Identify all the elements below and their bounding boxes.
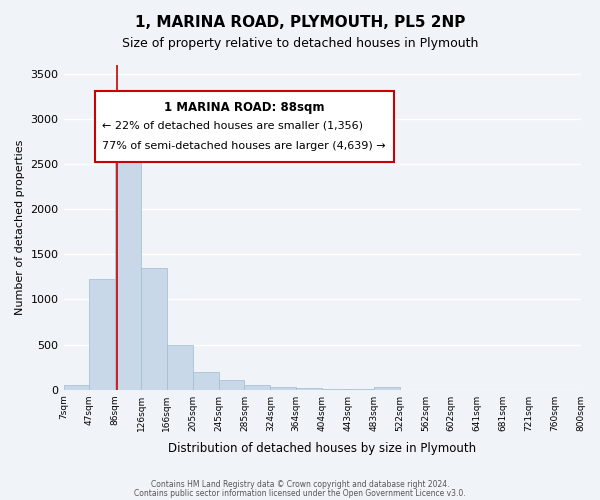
Text: 1, MARINA ROAD, PLYMOUTH, PL5 2NP: 1, MARINA ROAD, PLYMOUTH, PL5 2NP	[135, 15, 465, 30]
Bar	[374, 387, 400, 390]
Bar	[322, 389, 348, 390]
Bar	[141, 268, 167, 390]
X-axis label: Distribution of detached houses by size in Plymouth: Distribution of detached houses by size …	[168, 442, 476, 455]
Bar	[193, 372, 218, 390]
Bar	[271, 387, 296, 390]
Text: Size of property relative to detached houses in Plymouth: Size of property relative to detached ho…	[122, 38, 478, 51]
Text: ← 22% of detached houses are smaller (1,356): ← 22% of detached houses are smaller (1,…	[103, 120, 364, 130]
Text: Contains public sector information licensed under the Open Government Licence v3: Contains public sector information licen…	[134, 488, 466, 498]
Bar	[64, 385, 89, 390]
Text: 1 MARINA ROAD: 88sqm: 1 MARINA ROAD: 88sqm	[164, 100, 325, 114]
Bar	[296, 388, 322, 390]
Bar	[115, 155, 141, 390]
FancyBboxPatch shape	[95, 91, 394, 162]
Bar	[218, 380, 244, 390]
Bar	[167, 344, 193, 390]
Y-axis label: Number of detached properties: Number of detached properties	[15, 140, 25, 315]
Text: Contains HM Land Registry data © Crown copyright and database right 2024.: Contains HM Land Registry data © Crown c…	[151, 480, 449, 489]
Text: 77% of semi-detached houses are larger (4,639) →: 77% of semi-detached houses are larger (…	[103, 142, 386, 152]
Bar	[89, 278, 115, 390]
Bar	[244, 385, 271, 390]
